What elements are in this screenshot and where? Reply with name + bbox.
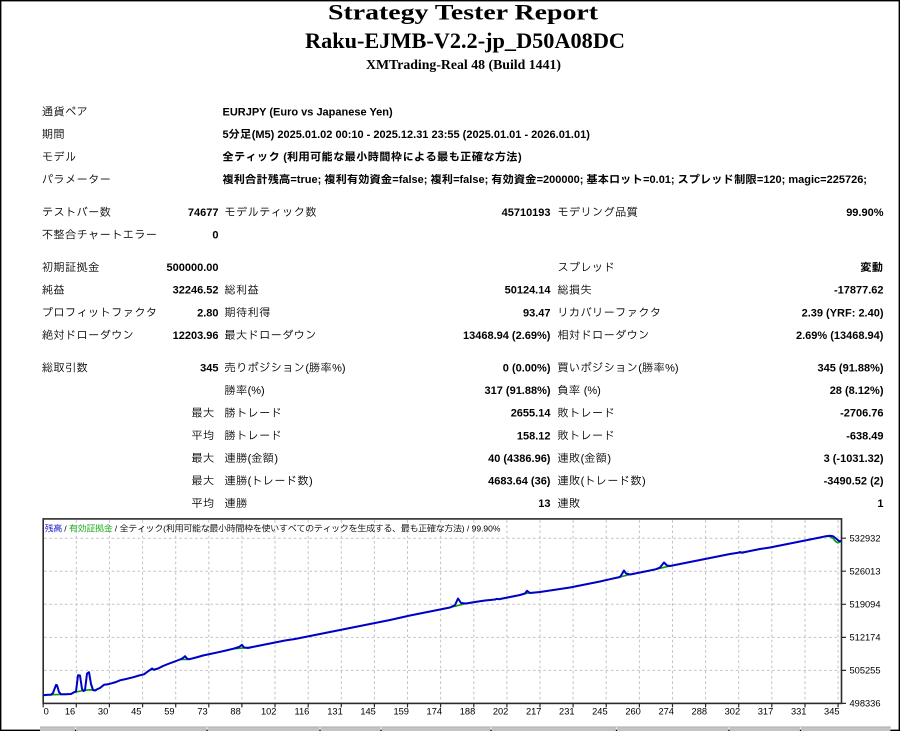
svg-text:102: 102 [261, 707, 277, 717]
svg-text:274: 274 [658, 707, 674, 717]
svg-text:2.39 (YRF: 2.40): 2.39 (YRF: 2.40) [802, 307, 884, 319]
svg-text:3 (-1031.32): 3 (-1031.32) [824, 453, 884, 465]
svg-text:188: 188 [460, 707, 476, 717]
svg-text:Strategy Tester Report: Strategy Tester Report [328, 0, 599, 24]
svg-text:45710193: 45710193 [502, 207, 551, 219]
svg-text:(: ( [581, 476, 585, 488]
svg-text:73: 73 [197, 707, 207, 717]
svg-text:): ) [642, 476, 646, 488]
svg-text:EURJPY (Euro vs Japanese Yen): EURJPY (Euro vs Japanese Yen) [223, 106, 394, 118]
svg-text:): ) [462, 524, 465, 534]
svg-text:(: ( [638, 363, 642, 375]
svg-text:116: 116 [294, 707, 309, 717]
svg-text:-3490.52 (2): -3490.52 (2) [824, 476, 884, 488]
svg-text:0: 0 [212, 230, 218, 242]
svg-text:2655.14: 2655.14 [511, 408, 552, 420]
svg-text:158.12: 158.12 [517, 430, 551, 442]
svg-text:532932: 532932 [850, 534, 881, 544]
svg-text:288: 288 [692, 707, 708, 717]
svg-text:=false;: =false; [453, 174, 488, 186]
svg-text:99.90%: 99.90% [846, 207, 884, 219]
svg-text:145: 145 [360, 707, 376, 717]
svg-text:40 (4386.96): 40 (4386.96) [488, 453, 551, 465]
svg-text:/ 99.90%: / 99.90% [467, 524, 501, 534]
svg-text:131: 131 [327, 707, 343, 717]
svg-text:-2706.76: -2706.76 [840, 408, 883, 420]
svg-text:(: ( [248, 476, 252, 488]
svg-text:): ) [607, 453, 611, 465]
svg-text:(%): (%) [248, 385, 265, 397]
svg-text:93.47: 93.47 [523, 307, 551, 319]
svg-text:1: 1 [877, 498, 883, 510]
svg-text:500000.00: 500000.00 [167, 262, 219, 274]
svg-text:317 (91.88%): 317 (91.88%) [485, 385, 551, 397]
svg-text:302: 302 [725, 707, 741, 717]
svg-text:12203.96: 12203.96 [173, 330, 219, 342]
svg-text:217: 217 [526, 707, 542, 717]
svg-text:-17877.62: -17877.62 [834, 285, 884, 297]
svg-text:(%): (%) [584, 385, 601, 397]
svg-text:519094: 519094 [850, 600, 881, 610]
svg-text:50124.14: 50124.14 [505, 285, 552, 297]
svg-text:XMTrading-Real 48 (Build 1441): XMTrading-Real 48 (Build 1441) [366, 57, 561, 72]
svg-text:345 (91.88%): 345 (91.88%) [818, 363, 884, 375]
svg-text:245: 245 [592, 707, 608, 717]
svg-text:2.80: 2.80 [197, 307, 218, 319]
svg-text:=120; magic=225726;: =120; magic=225726; [757, 174, 867, 186]
svg-text:260: 260 [625, 707, 641, 717]
svg-text:2.69% (13468.94): 2.69% (13468.94) [796, 330, 884, 342]
svg-text:59: 59 [164, 707, 174, 717]
svg-text:4683.64 (36): 4683.64 (36) [488, 476, 551, 488]
svg-text:5: 5 [223, 129, 229, 141]
svg-text:30: 30 [98, 707, 108, 717]
svg-text:%): %) [665, 363, 678, 375]
svg-text:317: 317 [758, 707, 774, 717]
svg-text:Raku-EJMB-V2.2-jp_D50A08DC: Raku-EJMB-V2.2-jp_D50A08DC [305, 28, 625, 53]
svg-text:%): %) [332, 363, 345, 375]
svg-text:498336: 498336 [850, 699, 881, 709]
svg-text:0: 0 [44, 707, 49, 717]
svg-text:/: / [64, 524, 67, 534]
svg-text:=200000;: =200000; [537, 174, 584, 186]
svg-text:): ) [518, 152, 522, 164]
svg-text:/: / [115, 524, 118, 534]
svg-text:13468.94 (2.69%): 13468.94 (2.69%) [463, 330, 551, 342]
svg-text:74677: 74677 [188, 207, 219, 219]
svg-text:=0.01;: =0.01; [643, 174, 675, 186]
svg-text:): ) [309, 476, 313, 488]
svg-text:526013: 526013 [850, 567, 881, 577]
svg-text:231: 231 [559, 707, 575, 717]
svg-text:(: ( [305, 363, 309, 375]
svg-text:345: 345 [824, 707, 840, 717]
svg-text:345: 345 [200, 363, 218, 375]
svg-text:13: 13 [538, 498, 550, 510]
svg-text:(M5) 2025.01.02 00:10 - 2025.1: (M5) 2025.01.02 00:10 - 2025.12.31 23:55… [252, 129, 591, 141]
svg-text:512174: 512174 [850, 633, 881, 643]
svg-text:88: 88 [230, 707, 240, 717]
svg-text:28 (8.12%): 28 (8.12%) [830, 385, 884, 397]
svg-text:(: ( [163, 524, 166, 534]
svg-text:-638.49: -638.49 [846, 430, 883, 442]
svg-text:(: ( [248, 453, 252, 465]
svg-text:=false;: =false; [392, 174, 427, 186]
svg-text:0 (0.00%): 0 (0.00%) [503, 363, 551, 375]
svg-text:16: 16 [65, 707, 75, 717]
svg-text:202: 202 [493, 707, 509, 717]
svg-text:(: ( [581, 453, 585, 465]
svg-text:32246.52: 32246.52 [173, 285, 219, 297]
svg-text:159: 159 [393, 707, 409, 717]
svg-text:(: ( [283, 152, 287, 164]
svg-text:174: 174 [427, 707, 443, 717]
svg-text:505255: 505255 [850, 666, 881, 676]
svg-text:45: 45 [131, 707, 141, 717]
svg-text:331: 331 [791, 707, 807, 717]
svg-text:): ) [274, 453, 278, 465]
svg-text:=true;: =true; [290, 174, 321, 186]
